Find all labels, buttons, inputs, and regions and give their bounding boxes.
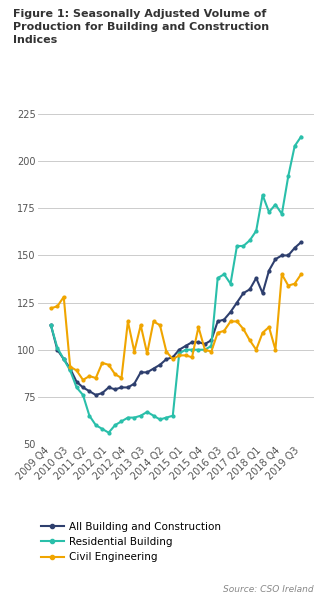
- Text: Source: CSO Ireland: Source: CSO Ireland: [223, 585, 314, 594]
- Text: Figure 1: Seasonally Adjusted Volume of
Production for Building and Construction: Figure 1: Seasonally Adjusted Volume of …: [13, 9, 269, 46]
- Legend: All Building and Construction, Residential Building, Civil Engineering: All Building and Construction, Residenti…: [41, 522, 221, 562]
